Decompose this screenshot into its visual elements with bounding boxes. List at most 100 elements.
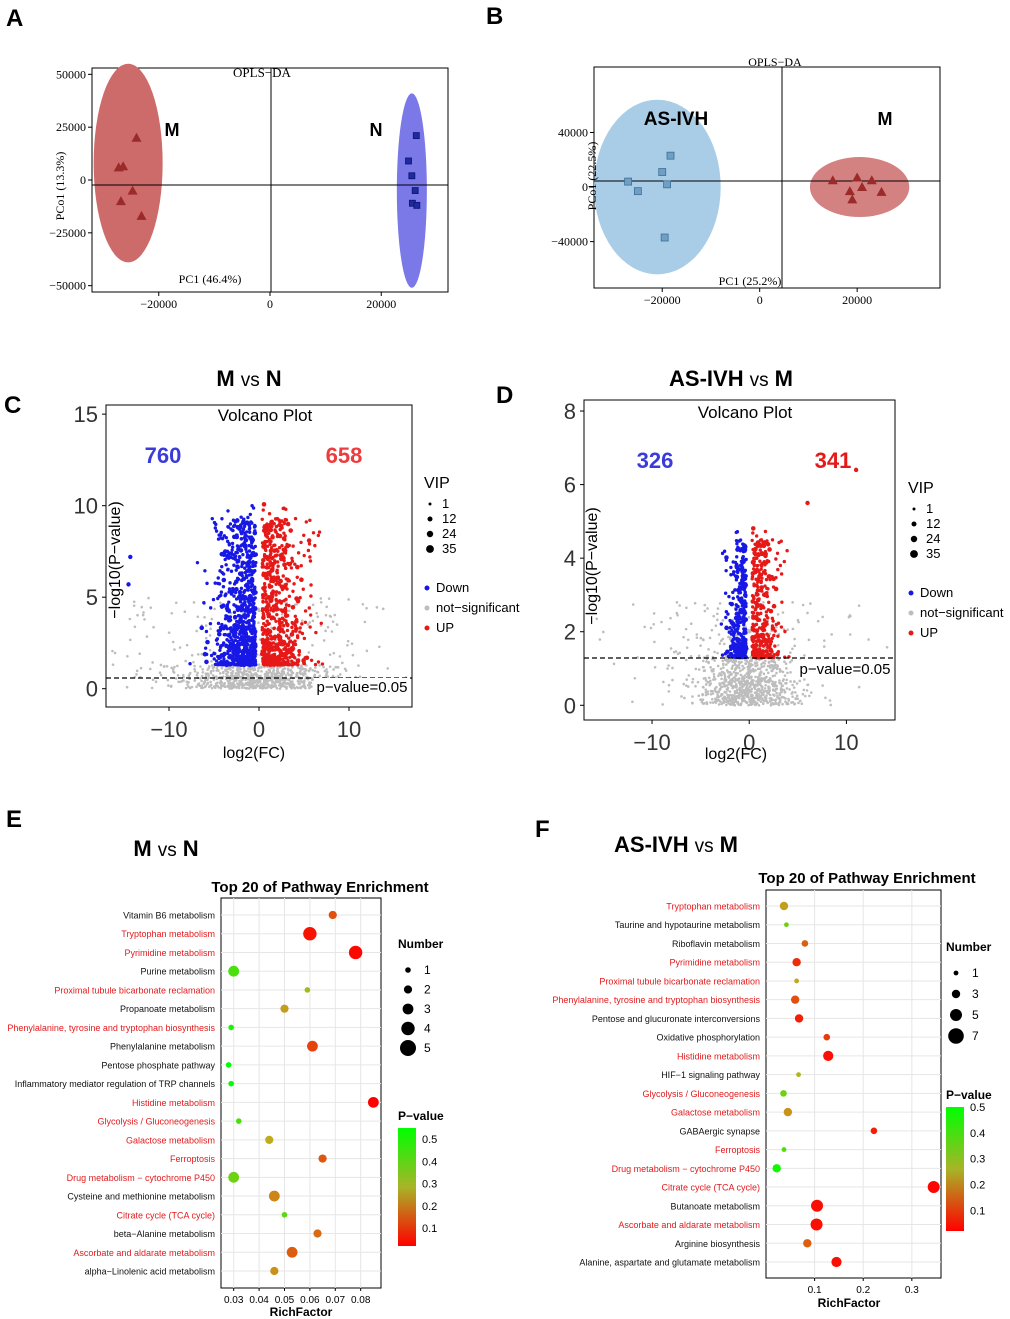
ns-point bbox=[720, 677, 723, 681]
down-regulated-point bbox=[743, 599, 747, 604]
legend-number-marker bbox=[403, 985, 413, 994]
ns-point bbox=[706, 692, 710, 696]
ns-point bbox=[733, 689, 737, 693]
up-regulated-point bbox=[763, 541, 768, 545]
ns-point bbox=[174, 677, 178, 680]
up-regulated-point bbox=[314, 630, 318, 635]
down-regulated-point bbox=[719, 622, 724, 626]
ns-point bbox=[745, 701, 749, 704]
up-regulated-point bbox=[281, 536, 287, 541]
ns-point bbox=[777, 658, 781, 661]
ns-point bbox=[773, 664, 776, 668]
down-regulated-point bbox=[731, 622, 735, 627]
group-label-n: N bbox=[370, 120, 383, 140]
up-regulated-point bbox=[267, 629, 273, 635]
ns-point bbox=[193, 664, 196, 668]
ns-point bbox=[135, 669, 139, 673]
down-regulated-point bbox=[230, 545, 235, 549]
down-regulated-point bbox=[724, 568, 728, 573]
ns-point bbox=[762, 678, 766, 681]
ns-point bbox=[302, 682, 306, 686]
ns-point bbox=[756, 678, 760, 681]
ns-point bbox=[789, 651, 792, 654]
ns-point bbox=[748, 697, 752, 701]
down-regulated-point bbox=[251, 550, 256, 555]
y-axis-label: PCo1 (22.5%) bbox=[585, 142, 599, 211]
y-tick-label: 40000 bbox=[558, 125, 588, 139]
up-regulated-point bbox=[285, 587, 289, 591]
up-count: 341 bbox=[815, 448, 852, 473]
ns-point bbox=[695, 636, 699, 639]
ns-point bbox=[699, 698, 702, 701]
up-regulated-point bbox=[757, 569, 761, 573]
down-regulated-point bbox=[724, 625, 729, 631]
ns-point bbox=[301, 673, 305, 676]
legend-pvalue-label: 0.3 bbox=[970, 1154, 985, 1166]
ns-point bbox=[748, 703, 752, 706]
ns-point bbox=[209, 680, 212, 684]
up-regulated-point bbox=[278, 520, 282, 525]
ns-point bbox=[172, 670, 175, 673]
down-regulated-point bbox=[251, 506, 256, 510]
up-regulated-point bbox=[754, 577, 758, 581]
pathway-point bbox=[780, 1090, 787, 1097]
down-regulated-point bbox=[240, 606, 245, 611]
up-regulated-point bbox=[750, 594, 755, 598]
ns-point bbox=[760, 663, 763, 666]
x-tick-label: 20000 bbox=[842, 293, 872, 307]
legend-pvalue-colorbar bbox=[946, 1107, 964, 1231]
ns-point bbox=[755, 701, 758, 705]
pathway-label: Glycolysis / Gluconeogenesis bbox=[642, 1089, 760, 1099]
up-regulated-point bbox=[277, 634, 283, 640]
up-regulated-point bbox=[290, 604, 296, 610]
legend-vip-title: VIP bbox=[424, 475, 450, 492]
legend-number-marker bbox=[405, 967, 411, 973]
ns-point bbox=[791, 683, 794, 687]
up-regulated-point bbox=[277, 591, 281, 595]
down-regulated-point bbox=[247, 593, 253, 599]
down-regulated-point bbox=[242, 601, 246, 606]
pathway-point bbox=[927, 1181, 940, 1194]
down-regulated-point bbox=[221, 585, 226, 589]
y-tick-label: 0 bbox=[80, 173, 86, 187]
legend-pvalue-label: 0.4 bbox=[422, 1156, 437, 1168]
ns-point bbox=[167, 684, 170, 687]
down-regulated-point bbox=[732, 636, 736, 641]
ns-point bbox=[766, 680, 770, 684]
ns-point bbox=[669, 647, 673, 650]
ns-point bbox=[693, 601, 697, 605]
ns-point bbox=[754, 675, 757, 679]
pathway-label: Phenylalanine, tyrosine and tryptophan b… bbox=[7, 1023, 215, 1033]
down-regulated-point bbox=[247, 635, 251, 640]
down-regulated-point bbox=[253, 652, 258, 656]
down-regulated-point bbox=[733, 574, 738, 578]
ns-point bbox=[612, 662, 616, 666]
ns-point bbox=[762, 664, 766, 668]
ns-point bbox=[260, 670, 263, 673]
down-regulated-point bbox=[738, 615, 742, 619]
up-regulated-point bbox=[269, 579, 274, 583]
down-regulated-point bbox=[738, 596, 742, 601]
x-axis-label: RichFactor bbox=[818, 1296, 881, 1310]
down-regulated-point bbox=[251, 611, 257, 616]
sample-point bbox=[127, 185, 138, 195]
pathway-label: Proximal tubule bicarbonate reclamation bbox=[599, 976, 760, 986]
down-regulated-point bbox=[232, 614, 238, 620]
legend-number-title: Number bbox=[398, 937, 444, 951]
ns-point bbox=[186, 683, 189, 686]
ns-point bbox=[723, 690, 727, 694]
pathway-label: Drug metabolism − cytochrome P450 bbox=[612, 1164, 760, 1174]
pathway-point bbox=[265, 1135, 274, 1144]
pathway-point bbox=[781, 1147, 787, 1152]
group-ellipse bbox=[93, 63, 163, 263]
sample-point bbox=[844, 186, 855, 196]
pathway-label: Tryptophan metabolism bbox=[666, 902, 760, 912]
ns-point bbox=[703, 603, 707, 607]
down-regulated-point bbox=[244, 639, 249, 643]
down-regulated-point bbox=[247, 563, 251, 568]
ns-point bbox=[691, 680, 694, 684]
ns-point bbox=[200, 684, 204, 687]
ns-point bbox=[745, 660, 749, 663]
up-regulated-point bbox=[750, 605, 755, 609]
down-regulated-point bbox=[243, 633, 247, 638]
